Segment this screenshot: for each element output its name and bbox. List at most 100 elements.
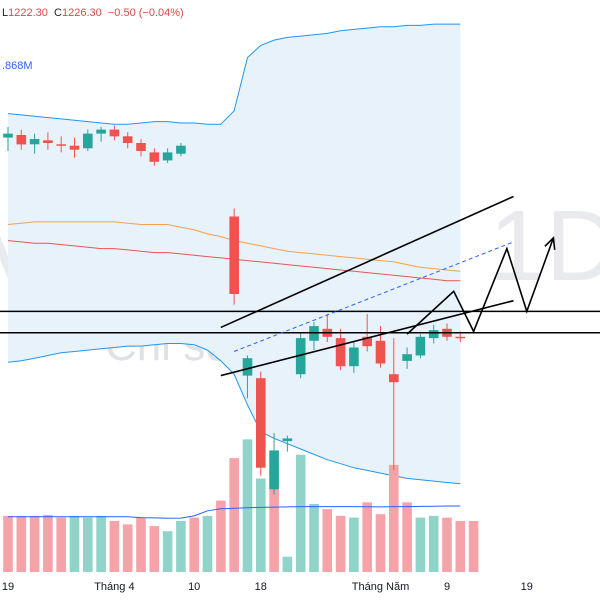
volume-bar <box>109 521 120 572</box>
candle <box>136 138 146 157</box>
candle-body <box>43 140 53 143</box>
candle-body <box>428 330 439 339</box>
change-value: −0.50 (−0.04%) <box>107 7 184 19</box>
volume-ma-value: .868M <box>2 60 33 72</box>
arrow-head <box>544 236 556 250</box>
volume-bar <box>136 517 146 572</box>
candle-body <box>282 438 293 442</box>
candle <box>176 143 186 157</box>
close-label: C <box>54 7 62 19</box>
candle-body <box>362 336 372 347</box>
candle-body <box>149 152 160 162</box>
candle-body <box>136 143 146 151</box>
candle <box>83 129 93 152</box>
volume-bar <box>189 517 199 572</box>
candle-body <box>69 145 80 150</box>
volume-bar <box>335 515 346 572</box>
candle <box>43 132 53 150</box>
candle <box>16 129 27 150</box>
candle-body <box>455 336 466 339</box>
volume-bar <box>442 517 452 572</box>
candle-body <box>269 450 279 490</box>
candle-body <box>83 133 93 149</box>
ohlc-legend: L1222.30 C1226.30 −0.50 (−0.04%) <box>2 7 184 19</box>
volume-bar <box>69 515 80 572</box>
time-axis-tick: 19 <box>520 581 533 593</box>
candle-body <box>16 135 27 145</box>
volume-bar <box>43 515 53 572</box>
volume-bar <box>428 515 439 572</box>
candle-body <box>122 136 133 143</box>
projection-path <box>406 237 555 335</box>
time-axis-tick: Tháng Năm <box>351 581 410 593</box>
volume-bar <box>229 458 239 572</box>
trend-drawings[interactable] <box>0 195 600 377</box>
candle-body <box>229 216 239 294</box>
candle <box>282 435 293 452</box>
volume-bar <box>455 521 466 572</box>
candle-body <box>3 133 13 138</box>
volume-bar <box>29 515 40 572</box>
candle <box>428 324 439 344</box>
volume-bar <box>362 502 372 572</box>
volume-bar <box>242 439 253 572</box>
candle <box>56 136 66 153</box>
volume-bar <box>389 464 399 572</box>
candle-body <box>349 347 359 367</box>
time-axis-tick: 18 <box>254 581 267 593</box>
candle <box>242 355 253 399</box>
projection-dashed-line <box>233 241 514 352</box>
candle-body <box>176 145 186 154</box>
candle-body <box>375 340 386 364</box>
candle <box>109 125 120 141</box>
low-label: L <box>2 7 9 19</box>
candle <box>335 328 346 371</box>
candle-body <box>29 139 40 145</box>
volume-bar <box>16 515 27 572</box>
volume-bar <box>122 524 133 572</box>
volume-bar <box>176 521 186 572</box>
candle-body <box>335 338 346 367</box>
bollinger-lower-line <box>7 343 461 485</box>
bollinger-upper-line <box>7 23 461 125</box>
candle <box>3 126 13 152</box>
time-axis-tick: 19 <box>1 581 15 593</box>
time-axis[interactable] <box>0 572 600 600</box>
volume-bar <box>256 478 266 572</box>
candle <box>229 208 239 305</box>
candle <box>96 126 106 142</box>
volume-bar <box>162 531 173 572</box>
candle-body <box>162 152 173 161</box>
channel-line <box>220 195 514 329</box>
candle-body <box>56 144 66 146</box>
volume-bar <box>3 515 13 572</box>
candle-body <box>256 378 266 468</box>
candle <box>349 342 359 373</box>
candle <box>402 347 412 369</box>
time-axis-tick: Tháng 4 <box>94 581 135 593</box>
candle <box>415 334 426 359</box>
volume-bar <box>295 454 306 572</box>
volume-bar <box>96 515 106 572</box>
candle-body <box>295 338 306 375</box>
volume-bar <box>83 517 93 572</box>
volume-bar <box>309 504 319 572</box>
candle <box>256 371 266 476</box>
volume-bar <box>322 509 333 572</box>
volume-bar <box>202 515 213 572</box>
candle-body <box>242 358 253 376</box>
candle <box>69 137 80 158</box>
low-value: 1222.30 <box>8 7 48 19</box>
volume-bar <box>56 517 66 572</box>
volume-bar <box>282 556 293 572</box>
close-value: 1226.30 <box>61 7 102 19</box>
candle <box>389 338 399 471</box>
candle-body <box>96 129 106 134</box>
volume-bar <box>402 502 412 572</box>
volume-ma-line <box>8 505 461 519</box>
volume-bar <box>375 514 386 572</box>
volume-bars <box>3 439 479 572</box>
volume-bar <box>216 500 226 572</box>
